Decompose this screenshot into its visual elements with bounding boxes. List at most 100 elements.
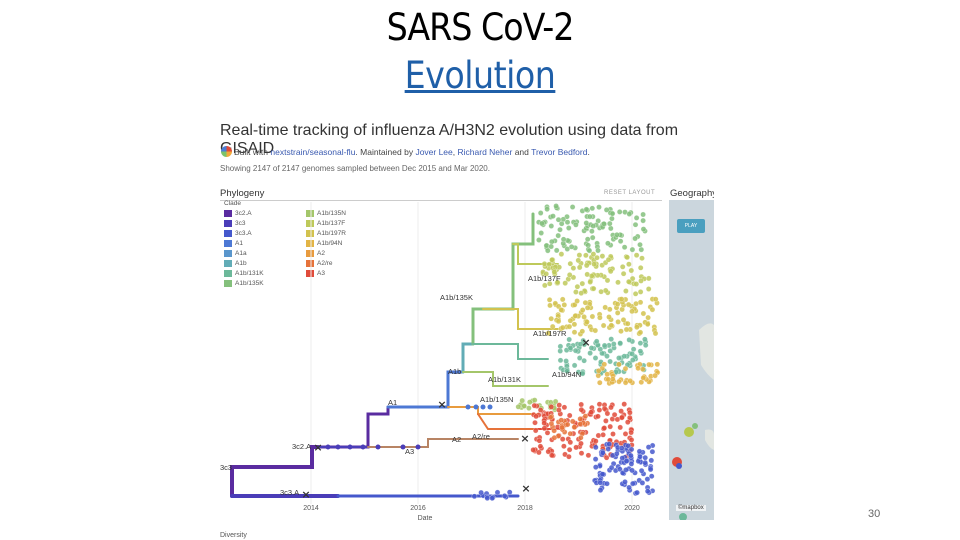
- tree-tip: [628, 437, 635, 443]
- legend-item[interactable]: 3c3.A: [224, 230, 252, 238]
- legend-label: A1b/135N: [317, 210, 346, 218]
- legend-label: A2/re: [317, 260, 333, 268]
- tree-tip: [574, 283, 581, 290]
- tree-branch: [477, 413, 539, 430]
- tree-tip: [533, 413, 539, 420]
- nextstrain-screenshot: Real-time tracking of influenza A/H3N2 e…: [218, 114, 714, 540]
- tree-tip: [555, 232, 561, 239]
- nextstrain-logo-icon: [221, 146, 232, 157]
- tree-tip: [640, 366, 646, 372]
- tree-tip: [579, 328, 586, 335]
- geography-map[interactable]: [669, 200, 714, 520]
- tree-tip: [607, 268, 614, 275]
- legend-item[interactable]: A1: [224, 240, 243, 248]
- tree-tip: [547, 414, 554, 421]
- tree-tip: [549, 238, 555, 245]
- legend-item[interactable]: A2/re: [306, 260, 333, 268]
- legend-swatch: [224, 260, 232, 267]
- tree-tip: [648, 473, 655, 479]
- tree-tip: [548, 223, 555, 229]
- legend-item[interactable]: 3c3: [224, 220, 245, 228]
- tree-tip: [604, 353, 610, 359]
- clade-label: A1b/137F: [528, 274, 561, 283]
- reset-layout-button[interactable]: RESET LAYOUT: [604, 190, 656, 196]
- tree-tip: [637, 329, 644, 336]
- legend-item[interactable]: 3c2.A: [224, 210, 252, 218]
- tree-tip: [607, 358, 613, 365]
- phylogeny-tree[interactable]: × × × × × × 3c3 3c2.A A3 A2 A2/re A1 A1b A1b/131K A1b/…: [218, 114, 714, 540]
- tree-tip: [647, 466, 654, 473]
- tree-tip: [604, 371, 610, 377]
- tree-tip: [642, 454, 648, 461]
- x-tick-label: 2018: [517, 505, 533, 512]
- legend-swatch: [306, 260, 314, 267]
- tree-tip: [532, 427, 539, 434]
- legend-item[interactable]: A1b/94N: [306, 240, 342, 248]
- tree-tip: [614, 232, 620, 238]
- tree-tip: [557, 343, 564, 350]
- legend-item[interactable]: A1a: [224, 250, 247, 258]
- tree-tip: [590, 223, 596, 229]
- geography-label: Geography: [670, 188, 714, 199]
- tree-tip: [589, 228, 595, 234]
- maintainer-link-1[interactable]: Jover Lee: [415, 147, 453, 157]
- tree-tip: [620, 270, 627, 277]
- clade-label: A1b/135K: [440, 293, 473, 302]
- tree-tip: [625, 443, 631, 449]
- tree-tip: [637, 348, 644, 354]
- tree-tip: [592, 355, 599, 361]
- clade-label: A1b/94N: [552, 370, 581, 379]
- tree-tip: [599, 253, 606, 259]
- tree-tip: [570, 265, 577, 271]
- tree-tip: [553, 247, 560, 254]
- tree-tip: [530, 447, 536, 453]
- map-play-button[interactable]: PLAY: [677, 219, 705, 233]
- tree-branch: [367, 438, 519, 448]
- tree-tip: [566, 412, 573, 419]
- legend-item[interactable]: A1b/135N: [306, 210, 346, 218]
- built-with-line: Built with nextstrain/seasonal-flu. Main…: [234, 147, 590, 157]
- mutation-marker: ×: [581, 336, 590, 349]
- legend-item[interactable]: A1b/131K: [224, 270, 264, 278]
- tree-tip: [551, 434, 558, 441]
- tree-tip: [607, 220, 613, 227]
- legend-item[interactable]: A1b/135K: [224, 280, 264, 288]
- legend-item[interactable]: A1b/137F: [306, 220, 345, 228]
- tree-tip: [564, 368, 570, 374]
- maintainer-link-3[interactable]: Trevor Bedford: [531, 147, 588, 157]
- tree-tip: [617, 340, 623, 346]
- tree-tip: [633, 215, 640, 221]
- clade-label: 3c3: [220, 463, 232, 472]
- tree-tip: [549, 452, 555, 459]
- tree-tip: [648, 457, 655, 464]
- tree-tip: [626, 211, 633, 217]
- legend-item[interactable]: A1b: [224, 260, 247, 268]
- tree-branch: [482, 308, 559, 330]
- legend-item[interactable]: A1b/197R: [306, 230, 346, 238]
- clade-label: A2: [452, 435, 461, 444]
- maintainer-link-2[interactable]: Richard Neher: [457, 147, 513, 157]
- tree-tip: [601, 221, 607, 227]
- built-with-link[interactable]: nextstrain/seasonal-flu: [270, 147, 356, 157]
- tree-tip: [645, 444, 652, 450]
- legend-label: A1b/197R: [317, 230, 346, 238]
- tree-tip: [558, 251, 565, 257]
- tree-tip: [566, 453, 572, 460]
- legend-item[interactable]: A2: [306, 250, 325, 258]
- clade-label: A2/re: [472, 432, 490, 441]
- evolution-link[interactable]: Evolution: [404, 54, 556, 97]
- tree-tip: [592, 456, 599, 462]
- legend-label: A1b/135K: [235, 280, 264, 288]
- legend-label: A1b/137F: [317, 220, 346, 228]
- legend-swatch: [306, 240, 314, 247]
- tree-tip: [573, 289, 579, 295]
- tree-tip: [629, 246, 636, 253]
- tree-tip: [579, 307, 586, 313]
- tree-tip: [531, 402, 538, 409]
- tree-tip: [621, 353, 628, 359]
- tree-tip: [541, 420, 547, 426]
- tree-tip: [571, 424, 578, 430]
- clade-label: A3: [405, 447, 414, 456]
- phylogeny-label: Phylogeny: [220, 188, 265, 199]
- legend-item[interactable]: A3: [306, 270, 325, 278]
